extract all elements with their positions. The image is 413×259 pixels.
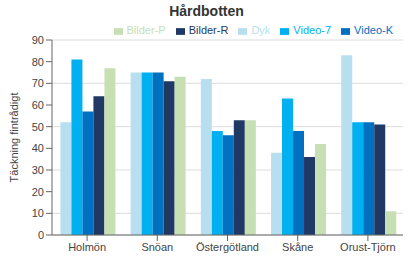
svg-text:10: 10 [32,207,44,219]
html-text:Video-7: Video-7 [293,24,332,36]
svg-text:70: 70 [32,77,44,89]
svg-text:80: 80 [32,56,44,68]
html-text:Bilder-R: Bilder-R [188,24,229,36]
svg-text:30: 30 [32,164,44,176]
svg-text:Snöan: Snöan [141,241,173,253]
html-text:Video-K: Video-K [354,24,393,36]
svg-text:Täckning fintrådigt: Täckning fintrådigt [8,93,20,183]
svg-text:Skåne: Skåne [282,241,313,253]
svg-text:Östergötland: Östergötland [196,241,259,253]
html-text:Dyk: Dyk [251,24,271,36]
svg-text:Holmön: Holmön [68,241,106,253]
html-text:Bilder-P: Bilder-P [126,24,166,36]
svg-text:50: 50 [32,121,44,133]
html-text:Hårdbotten: Hårdbotten [169,3,244,19]
svg-text:0: 0 [38,229,44,241]
svg-text:90: 90 [32,34,44,46]
svg-text:20: 20 [32,186,44,198]
svg-text:Orust-Tjörn: Orust-Tjörn [340,241,396,253]
svg-text:40: 40 [32,142,44,154]
svg-text:60: 60 [32,99,44,111]
